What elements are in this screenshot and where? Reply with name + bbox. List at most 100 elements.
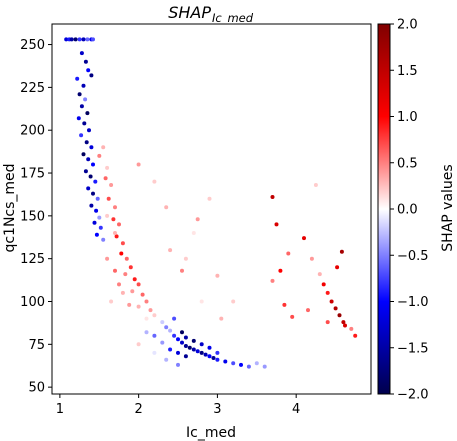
y-axis-label: qc1Ncs_med <box>2 163 18 252</box>
scatter-point <box>75 76 80 81</box>
scatter-point <box>103 176 108 181</box>
colorbar-label: SHAP values <box>440 164 456 251</box>
scatter-point <box>278 268 283 273</box>
scatter-point <box>333 306 338 311</box>
x-axis-ticks: 1 2 3 4 <box>56 394 300 417</box>
scatter-point <box>183 256 188 261</box>
scatter-point <box>239 362 243 367</box>
scatter-point <box>321 282 326 287</box>
scatter-point <box>172 316 177 321</box>
scatter-point <box>199 350 204 355</box>
scatter-point <box>335 265 340 270</box>
y-tick-label: 200 <box>20 124 45 139</box>
scatter-point <box>199 342 204 347</box>
scatter-point <box>195 349 200 354</box>
scatter-point <box>215 357 220 362</box>
colorbar <box>377 23 391 395</box>
scatter-point <box>329 299 334 304</box>
y-tick-label: 225 <box>20 81 45 96</box>
scatter-point <box>92 220 97 225</box>
scatter-point <box>199 299 204 304</box>
scatter-point <box>77 92 82 97</box>
scatter-point <box>160 320 165 325</box>
scatter-point <box>231 299 236 304</box>
scatter-point <box>164 205 169 210</box>
scatter-point <box>176 350 180 355</box>
y-tick-label: 125 <box>20 252 45 267</box>
scatter-point <box>152 179 157 184</box>
y-tick-label: 75 <box>28 338 45 353</box>
scatter-point <box>254 361 259 366</box>
scatter-point <box>105 213 110 218</box>
x-axis-label: Ic_med <box>186 425 236 441</box>
scatter-point <box>168 248 173 253</box>
scatter-point <box>117 222 121 227</box>
y-tick-label: 100 <box>20 295 45 310</box>
scatter-point <box>140 292 145 297</box>
scatter-point <box>349 326 354 331</box>
scatter-point <box>123 272 128 277</box>
scatter-point <box>91 191 95 196</box>
scatter-point <box>215 350 220 355</box>
scatter-point <box>317 272 322 277</box>
scatter-point <box>109 183 114 187</box>
x-tick-label: 4 <box>292 402 300 417</box>
colorbar-ticks: 2.0 1.5 1.0 0.5 0.0 −0.5 −1.0 −1.5 −2.0 <box>390 18 429 403</box>
scatter-point <box>79 133 84 138</box>
scatter-point <box>97 215 102 220</box>
y-tick-label: 250 <box>20 38 45 53</box>
scatter-point <box>136 282 141 287</box>
scatter-point <box>183 354 188 359</box>
scatter-point <box>86 186 91 191</box>
scatter-point <box>191 347 196 352</box>
scatter-point <box>85 111 90 116</box>
colorbar-tick-label: −0.5 <box>397 249 429 264</box>
scatter-point <box>114 234 119 239</box>
scatter-point <box>130 289 135 294</box>
scatter-point <box>124 256 129 261</box>
scatter-point <box>79 104 84 109</box>
scatter-point <box>183 344 188 348</box>
scatter-point <box>91 37 95 42</box>
scatter-point <box>128 265 133 270</box>
scatter-point <box>97 153 102 158</box>
scatter-point <box>164 357 169 362</box>
scatter-point <box>87 128 91 133</box>
chart-title-subscript: Ic_med <box>212 11 254 25</box>
scatter-point <box>160 340 165 345</box>
scatter-point <box>76 116 81 121</box>
scatter-point <box>101 237 106 242</box>
scatter-point <box>144 330 149 335</box>
scatter-point <box>306 308 310 313</box>
y-axis-ticks: 50 75 100 125 150 175 200 225 250 <box>20 38 52 396</box>
scatter-point <box>219 316 224 321</box>
scatter-point <box>191 338 196 343</box>
y-tick-label: 50 <box>28 381 45 396</box>
scatter-point <box>325 290 330 295</box>
scatter-point <box>215 273 220 278</box>
scatter-point <box>152 333 157 338</box>
scatter-point <box>117 282 121 287</box>
scatter-point <box>337 313 342 318</box>
scatter-point <box>144 316 149 321</box>
colorbar-tick-label: −1.0 <box>397 295 429 310</box>
scatter-point <box>152 313 157 318</box>
scatter-point <box>136 304 141 309</box>
x-tick-label: 2 <box>135 402 143 417</box>
scatter-point <box>290 314 295 319</box>
scatter-point <box>105 256 110 261</box>
scatter-point <box>274 222 279 227</box>
scatter-point <box>132 277 137 282</box>
scatter-point <box>341 320 346 325</box>
scatter-point <box>111 217 116 222</box>
scatter-point <box>343 323 347 328</box>
scatter-point <box>64 37 69 42</box>
scatter-point <box>164 325 169 330</box>
scatter-point <box>223 359 228 364</box>
scatter-point <box>325 320 330 325</box>
x-tick-label: 1 <box>56 402 64 417</box>
scatter-point <box>94 208 99 213</box>
scatter-point <box>85 37 90 42</box>
scatter-point <box>98 225 103 230</box>
